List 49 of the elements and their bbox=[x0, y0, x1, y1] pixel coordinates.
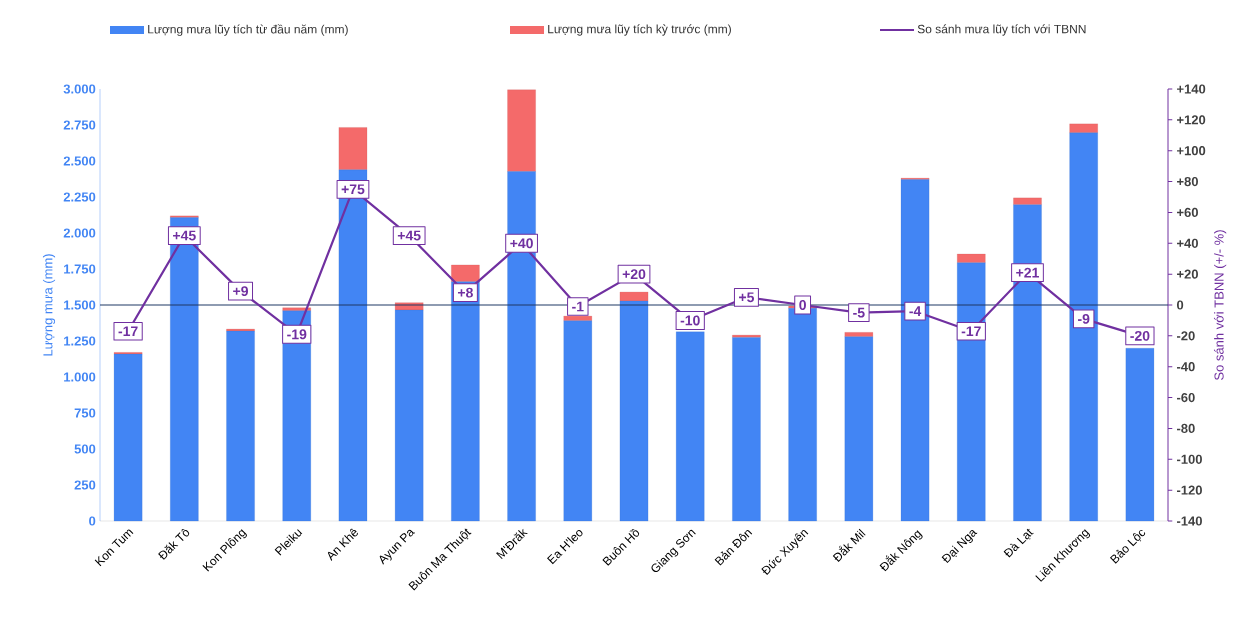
y-tick-label: 750 bbox=[74, 408, 96, 418]
x-tick-label: Đắk Mil bbox=[832, 528, 866, 562]
x-tick-label: An Khê bbox=[327, 528, 358, 561]
y-tick-label: 250 bbox=[74, 480, 96, 490]
x-tick-label: Kon Tum bbox=[94, 529, 134, 567]
y-tick-label: 0 bbox=[89, 516, 96, 526]
x-tick-label: Đại Nga bbox=[941, 530, 978, 564]
y2-tick-label: -20 bbox=[1176, 331, 1195, 341]
data-label: +5 bbox=[739, 292, 755, 303]
y2-tick-label: +120 bbox=[1177, 115, 1206, 125]
x-tick-label: Bản Đôn bbox=[714, 529, 753, 566]
data-label: -4 bbox=[909, 306, 922, 316]
legend-label: Lượng mưa lũy tích từ đầu năm (mm) bbox=[148, 24, 348, 36]
data-label: +8 bbox=[457, 287, 473, 298]
y2-tick-label: +60 bbox=[1177, 207, 1198, 218]
y-tick-label: 500 bbox=[74, 444, 96, 454]
y2-axis-title: So sánh với TBNN (+/- %) bbox=[1213, 230, 1227, 381]
x-tick-label: Bảo Lộc bbox=[1109, 529, 1146, 564]
y-tick-label: 2.000 bbox=[63, 228, 96, 238]
data-label: -1 bbox=[572, 301, 584, 312]
y-tick-label: 1.750 bbox=[64, 264, 96, 274]
legend-label: Lượng mưa lũy tích kỳ trước (mm) bbox=[548, 24, 731, 36]
y-tick-label: 2.250 bbox=[63, 192, 96, 202]
y2-tick-label: +20 bbox=[1177, 269, 1198, 279]
y-tick-label: 3.000 bbox=[63, 84, 96, 94]
y-axis-title: Lượng mưa (mm) bbox=[42, 254, 56, 356]
y-tick-label: 1.500 bbox=[64, 300, 96, 310]
y-tick-label: 2.750 bbox=[63, 120, 96, 130]
x-tick-label: Đà Lạt bbox=[1003, 528, 1034, 558]
y2-tick-label: +80 bbox=[1177, 176, 1198, 187]
y2-tick-label: -140 bbox=[1176, 516, 1202, 526]
y2-tick-label: +100 bbox=[1177, 146, 1206, 156]
data-label: 0 bbox=[799, 300, 806, 310]
y2-tick-label: +140 bbox=[1177, 84, 1206, 94]
legend-label: So sánh mưa lũy tích với TBNN bbox=[917, 24, 1086, 36]
y2-tick-label: -120 bbox=[1176, 485, 1202, 495]
y-tick-label: 2.500 bbox=[63, 156, 96, 166]
y2-tick-label: +40 bbox=[1177, 238, 1198, 248]
y-tick-label: 1.000 bbox=[64, 372, 96, 382]
y2-tick-label: -100 bbox=[1176, 454, 1202, 464]
data-label: -9 bbox=[1078, 313, 1090, 324]
y2-tick-label: -80 bbox=[1176, 423, 1195, 434]
y2-tick-label: 0 bbox=[1176, 300, 1184, 310]
x-tick-label: Đăk Tô bbox=[158, 528, 190, 560]
y2-tick-label: -60 bbox=[1176, 392, 1195, 403]
y-tick-label: 1.250 bbox=[64, 336, 96, 346]
data-label: +9 bbox=[233, 286, 248, 297]
y2-tick-label: -40 bbox=[1176, 362, 1195, 372]
data-label: -5 bbox=[853, 307, 865, 318]
